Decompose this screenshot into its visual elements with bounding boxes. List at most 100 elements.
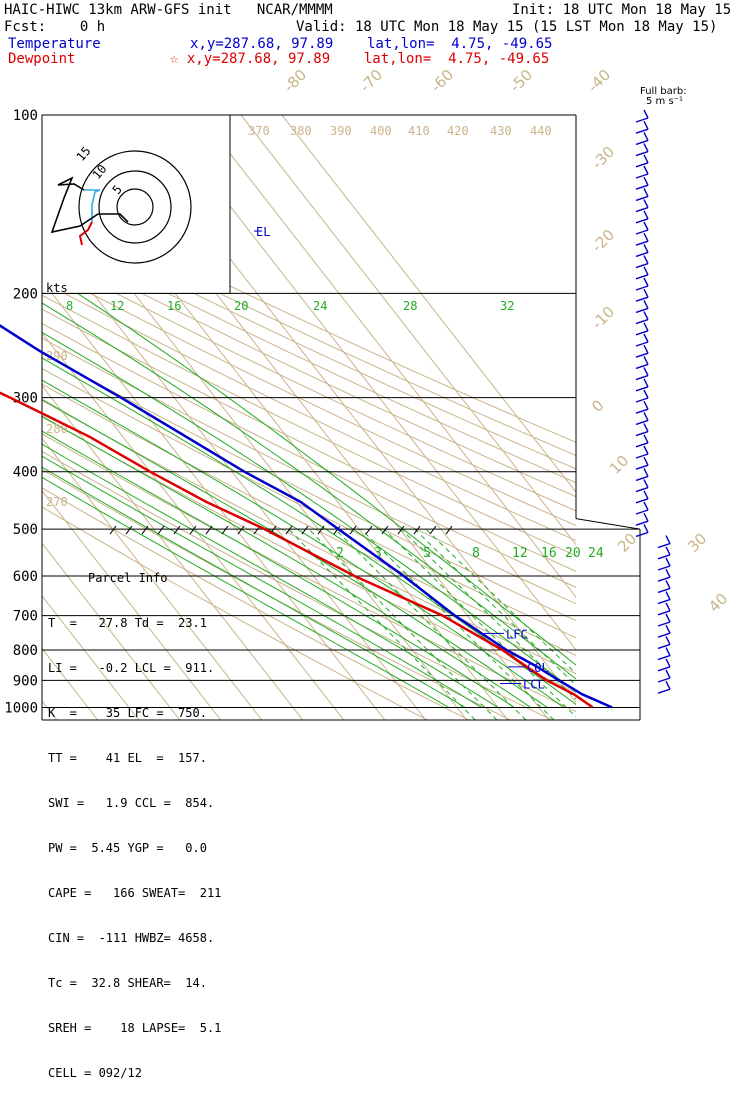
wind-barb-flag [643, 524, 649, 533]
wind-barb-flag [643, 232, 649, 242]
wind-barb [657, 587, 671, 594]
mixing-ratio-label: 20 [565, 546, 581, 561]
parcel-info: Parcel Info T = 27.8 Td = 23.1 LI = -0.2… [48, 541, 238, 1096]
moist-adiabat-label: 12 [110, 299, 124, 313]
mixing-ratio-label: 8 [472, 546, 480, 561]
hodograph-units: kts [46, 281, 68, 295]
parcel-row: K = 35 LFC = 750. [48, 706, 207, 720]
wind-barb [635, 442, 649, 448]
isotherm-line [42, 542, 181, 720]
mixing-ratio-label: 16 [541, 546, 557, 561]
dry-adiabat-line [42, 468, 511, 720]
parcel-row: CAPE = 166 SWEAT= 211 [48, 886, 222, 900]
mixing-ratio-label: 2 [336, 546, 344, 561]
level-marker-label: EL [256, 225, 270, 239]
wind-barb-flag [643, 165, 649, 175]
init-time: Init: 18 UTC Mon 18 May 15 [512, 2, 732, 18]
wind-barb [635, 374, 649, 381]
dry-adiabat-line [42, 337, 576, 605]
dry-adiabat-line [42, 192, 576, 443]
freezing-hash-mark [333, 525, 341, 535]
mixing-ratio-line [288, 528, 476, 720]
wind-barb [635, 229, 649, 235]
wind-barb-flag [665, 557, 671, 567]
moist-adiabat-line [42, 466, 466, 708]
wind-barb [635, 475, 649, 482]
freezing-hash-mark [381, 525, 389, 535]
moist-adiabat-line [42, 269, 576, 666]
wind-barb-flag [643, 333, 649, 343]
wind-barb [635, 408, 649, 414]
isotherm-line [42, 384, 304, 720]
moist-adiabat-label: 32 [500, 299, 514, 313]
level-marker-label: LCL [523, 677, 545, 691]
dewpoint-coords: ☆ x,y=287.68, 97.89 lat,lon= 4.75, -49.6… [170, 51, 550, 67]
moist-adiabat-line [42, 430, 515, 708]
freezing-hash-mark [237, 525, 245, 535]
dry-adiabat-line [42, 294, 576, 557]
isotherm-tick-label: -30 [588, 143, 618, 173]
pressure-tick-label: 500 [13, 522, 38, 538]
theta-tick-label: 420 [447, 124, 469, 138]
wind-barb-flag [665, 680, 671, 690]
freezing-hash-mark [349, 525, 357, 535]
temperature-coords: x,y=287.68, 97.89 lat,lon= 4.75, -49.65 [190, 36, 553, 52]
wind-barb-flag [665, 546, 671, 556]
isotherm-tick-label: -20 [588, 226, 618, 256]
parcel-row: CIN = -111 HWBZ= 4658. [48, 931, 215, 945]
isotherm-tick-label: 30 [684, 530, 710, 556]
wind-barb-flag [665, 591, 671, 600]
wind-barb-flag [643, 479, 649, 488]
parcel-row: LI = -0.2 LCL = 911. [48, 661, 215, 675]
moist-adiabat-line [42, 455, 482, 708]
wind-barb [657, 610, 671, 616]
hodograph-trace-mid [84, 189, 101, 222]
wind-barb-flag [643, 188, 649, 197]
isotherm-line [158, 115, 576, 651]
moist-adiabat-label: 8 [66, 299, 73, 313]
wind-barb-flag [643, 367, 649, 376]
isotherm-tick-label: 10 [606, 452, 632, 478]
wind-barb-flag [665, 624, 671, 634]
freezing-hash-mark [301, 525, 309, 535]
wind-barb [657, 598, 671, 605]
freezing-hash-mark [365, 525, 373, 535]
pressure-tick-label: 600 [13, 569, 38, 585]
level-marker-label: LFC [506, 627, 528, 641]
wind-barb [657, 643, 671, 650]
freezing-hash-mark [285, 525, 293, 535]
mixing-ratio-line [414, 528, 576, 686]
parcel-row: Tc = 32.8 SHEAR= 14. [48, 976, 207, 990]
wind-barb-flag [665, 613, 671, 623]
moist-adiabat-label: 24 [313, 299, 327, 313]
wind-barb [657, 654, 671, 661]
pressure-tick-label: 900 [13, 673, 38, 689]
wind-barb [635, 262, 649, 269]
wind-barb [635, 117, 649, 123]
isotherm-tick-label: -80 [280, 66, 310, 96]
wind-barb [635, 296, 649, 302]
mixing-ratio-line [383, 528, 576, 718]
wind-barb-flag [643, 400, 649, 410]
mixing-ratio-label: 5 [423, 546, 431, 561]
wind-barb-flag [643, 132, 649, 141]
isotherm-tick-label: -70 [356, 66, 386, 96]
dry-adiabat-line [42, 450, 553, 720]
wind-barb-flag [643, 221, 649, 231]
wind-barb-flag [665, 669, 671, 679]
dry-adiabat-line [42, 367, 576, 639]
dry-adiabat-line [42, 308, 576, 572]
freezing-hash-mark [157, 525, 165, 535]
wind-barb-flag [665, 535, 671, 544]
wind-barb-flag [643, 109, 649, 119]
dry-adiabat-line [42, 280, 576, 542]
parcel-row: PW = 5.45 YGP = 0.0 [48, 841, 207, 855]
isotherm-line [42, 437, 263, 720]
dewpoint-profile-line [0, 391, 594, 709]
wind-barb-flag [665, 568, 671, 578]
hodograph-ring [116, 188, 154, 226]
wind-barb-flag [665, 602, 671, 612]
moist-adiabat-line [42, 302, 576, 680]
theta-tick-label: 370 [248, 124, 270, 138]
